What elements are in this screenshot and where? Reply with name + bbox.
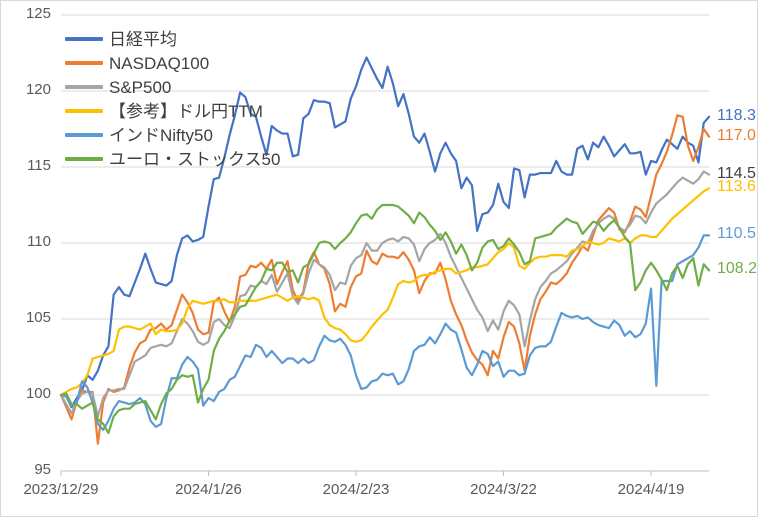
legend-item-5[interactable]: ユーロ・ストックス50 xyxy=(65,147,280,171)
series-line-3 xyxy=(59,187,711,397)
legend-item-2[interactable]: S&P500 xyxy=(65,75,275,99)
end-value-label: 108.2 xyxy=(717,260,758,278)
y-axis-tick-label: 120 xyxy=(25,81,51,98)
legend-color-swatch xyxy=(65,157,103,161)
x-axis-tick-label: 2024/3/22 xyxy=(470,481,537,498)
legend-item-label: NASDAQ100 xyxy=(109,53,210,73)
y-axis-tick-label: 110 xyxy=(27,233,51,250)
legend-item-0[interactable]: 日経平均 xyxy=(65,27,275,51)
legend-item-3[interactable]: 【参考】ドル円TTM xyxy=(65,99,275,123)
legend-item-label: インドNifty50 xyxy=(109,125,213,145)
y-axis-tick-label: 115 xyxy=(27,157,51,174)
legend-color-swatch xyxy=(65,109,103,113)
series-line-2 xyxy=(59,170,711,418)
legend-color-swatch xyxy=(65,37,103,41)
chart-legend: 日経平均 NASDAQ100 S&P500 【参考】ドル円TTM インドNifty50 ユ… xyxy=(63,23,280,175)
legend-color-swatch xyxy=(65,85,103,89)
legend-item-label: 【参考】ドル円TTM xyxy=(109,101,263,121)
legend-item-1[interactable]: NASDAQ100 xyxy=(65,51,275,75)
legend-item-4[interactable]: インドNifty50 xyxy=(65,123,275,147)
legend-color-swatch xyxy=(65,133,103,137)
end-value-label: 118.3 xyxy=(717,106,756,124)
gridlines xyxy=(61,14,709,472)
y-axis-tick-label: 95 xyxy=(34,461,51,478)
series-line-4 xyxy=(59,234,711,432)
y-axis-tick-label: 100 xyxy=(25,385,51,402)
x-axis-tick-label: 2024/1/26 xyxy=(175,481,242,498)
series-line-0 xyxy=(59,56,711,409)
x-axis-tick-label: 2023/12/29 xyxy=(23,481,99,498)
legend-item-label: ユーロ・ストックス50 xyxy=(109,149,281,169)
y-axis-tick-label: 125 xyxy=(25,5,51,22)
end-value-label: 117.0 xyxy=(717,126,756,144)
legend-item-label: S&P500 xyxy=(109,77,172,97)
x-axis-ticks xyxy=(60,471,652,476)
legend-color-swatch xyxy=(65,61,103,65)
series-line-1 xyxy=(59,114,711,445)
x-axis-tick-label: 2024/2/23 xyxy=(322,481,390,498)
x-axis-tick-label: 2024/4/19 xyxy=(617,481,685,498)
x-axis-tick-label: 2024/5/17 xyxy=(744,481,758,498)
series-line-5 xyxy=(59,203,711,435)
y-axis-tick-label: 105 xyxy=(25,309,51,326)
legend-item-label: 日経平均 xyxy=(109,29,177,49)
end-value-label: 114.5 xyxy=(717,164,756,182)
end-value-label: 113.6 xyxy=(717,178,756,196)
series-lines xyxy=(59,56,711,445)
end-value-label: 110.5 xyxy=(717,225,756,243)
